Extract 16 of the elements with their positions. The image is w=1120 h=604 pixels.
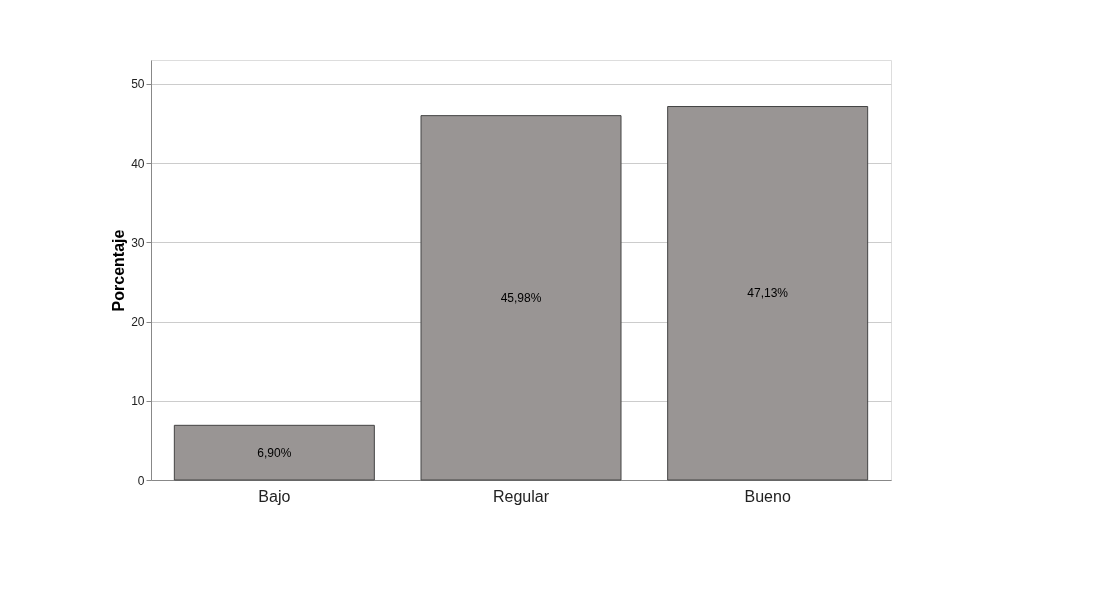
y-tick-label: 20 [131,315,145,330]
data-label: 6,90% [257,445,292,460]
y-tick-label: 0 [137,473,145,488]
x-tick-label: Bajo [258,487,291,505]
bar [173,424,375,481]
y-tick-label: 50 [131,77,145,92]
x-tick-label: Regular [492,487,550,505]
data-label: 45,98% [500,290,542,305]
y-tick-label: 10 [131,394,145,409]
y-tick-label: 30 [131,235,145,250]
bar [667,106,869,481]
data-label: 47,13% [747,286,789,301]
bar [420,115,622,481]
y-tick-label: 40 [131,156,145,171]
x-tick-label: Bueno [744,487,791,505]
y-axis-title: Porcentaje [110,229,128,312]
